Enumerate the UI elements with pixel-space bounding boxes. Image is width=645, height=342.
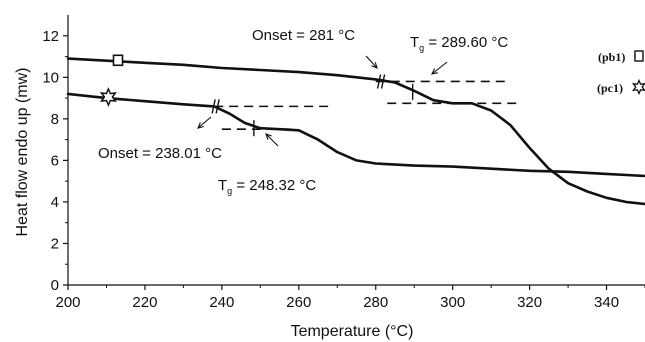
legend-label-pc1: (pc1) — [597, 81, 623, 95]
annotation-arrow-tg-289 — [431, 61, 448, 75]
annotation-tg-289: Tg = 289.60 °C — [410, 34, 508, 53]
x-tick-label: 280 — [363, 294, 388, 311]
annotation-tg-248: Tg = 248.32 °C — [218, 177, 316, 196]
annotation-onset-238: Onset = 238.01 °C — [98, 145, 222, 162]
y-tick-label: 4 — [51, 194, 59, 211]
annotation-arrow-onset-238-head — [197, 122, 204, 129]
x-tick-label: 320 — [517, 294, 542, 311]
x-tick-label: 220 — [132, 294, 157, 311]
annotation-onset-281: Onset = 281 °C — [252, 27, 355, 44]
y-axis-title: Heat flow endo up (mw) — [14, 68, 31, 237]
legend-marker-star — [631, 78, 645, 96]
legend: (pb1) (pc1) — [597, 50, 625, 95]
annotation-arrow-tg-248 — [265, 133, 279, 147]
legend-marker-square — [634, 50, 644, 62]
annotation-arrow-tg-289-head — [431, 68, 438, 75]
onset-guide-lines — [211, 74, 522, 137]
x-tick-label: 260 — [286, 294, 311, 311]
y-tick-label: 12 — [42, 28, 59, 45]
series-line-pb1 — [66, 57, 645, 206]
annotation-layer: Onset = 281 °C Tg = 289.60 °C Onset = 238.… — [98, 27, 508, 196]
y-tick-label: 10 — [42, 69, 59, 86]
annotation-arrow-onset-238 — [197, 116, 212, 129]
y-tick-label: 6 — [51, 152, 59, 169]
legend-label-pb1: (pb1) — [598, 50, 625, 64]
x-tick-label: 240 — [209, 294, 234, 311]
y-tick-label: 0 — [51, 277, 59, 294]
series-line-pc1 — [66, 92, 645, 178]
x-axis-title: Temperature (°C) — [291, 323, 414, 340]
y-tick-label: 2 — [51, 235, 59, 252]
series-layer — [66, 50, 645, 206]
annotation-arrow-tg-248-head — [265, 133, 272, 140]
annotation-arrow-onset-281 — [365, 55, 378, 69]
series-marker-square — [112, 54, 124, 67]
x-tick-label: 300 — [440, 294, 465, 311]
onset-tick-mark — [215, 99, 220, 114]
series-marker-star — [99, 87, 117, 107]
x-tick-label: 340 — [594, 294, 619, 311]
axes: 0 2 4 6 8 10 12 200 220 240 260 280 300 320 340 — [42, 15, 645, 311]
y-tick-label: 8 — [51, 111, 59, 128]
x-tick-label: 200 — [55, 294, 80, 311]
onset-tick-mark — [376, 74, 382, 89]
annotation-arrow-onset-281-head — [371, 62, 378, 69]
